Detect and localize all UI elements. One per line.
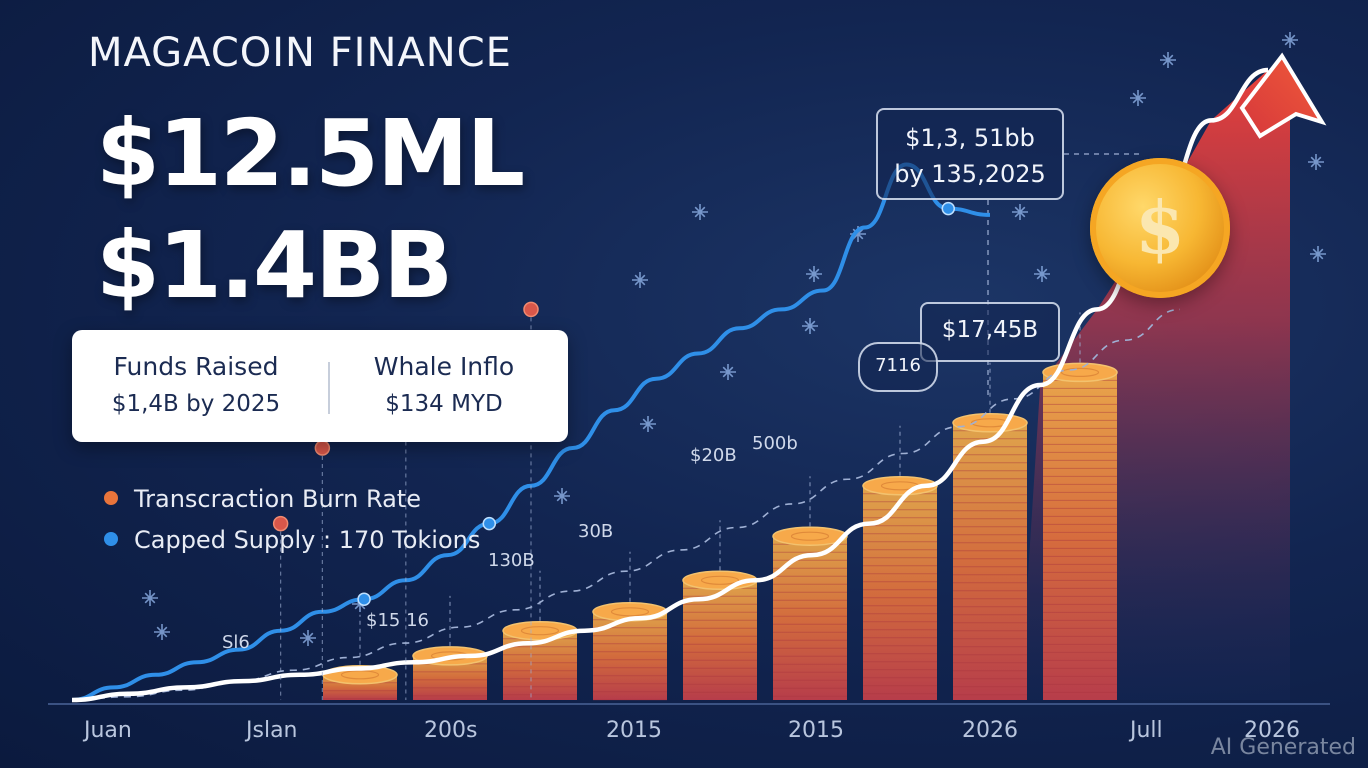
supply-marker (357, 592, 371, 606)
star-icon (1130, 90, 1146, 106)
whale-inflow-value: $134 MYD (385, 391, 503, 417)
whale-inflow-title: Whale Inflo (373, 352, 515, 381)
ai-generated-watermark: AI Generated (1210, 735, 1356, 760)
callout-top: $1,3, 51bb by 135,2025 (876, 108, 1064, 200)
callout-top-line2: by 135,2025 (894, 160, 1046, 188)
callout-top-line1: $1,3, 51bb (905, 124, 1035, 152)
legend-label: Capped Supply : 170 Tokions (134, 526, 481, 554)
star-icon (554, 488, 570, 504)
legend-dot-orange-icon (104, 491, 118, 505)
star-icon (1012, 204, 1028, 220)
supply-marker (482, 516, 497, 531)
headline-secondary: $1.4BB (96, 212, 453, 319)
coin-stack (952, 413, 1028, 700)
x-tick-label: 2026 (962, 718, 1018, 743)
drop-lines (359, 153, 1140, 665)
burn-rate-marker (523, 301, 539, 318)
stats-card: Funds Raised $1,4B by 2025 Whale Inflo $… (72, 330, 568, 442)
funds-raised-title: Funds Raised (113, 352, 279, 381)
legend-capped-supply: Capped Supply : 170 Tokions (104, 526, 480, 554)
coin-stack (862, 476, 938, 700)
legend-burn-rate: Transcraction Burn Rate (104, 485, 421, 513)
star-icon (692, 204, 708, 220)
x-tick-label: Jslan (246, 718, 298, 743)
legend-dot-blue-icon (104, 532, 118, 546)
coin-stack (1042, 362, 1118, 700)
star-icon (640, 416, 656, 432)
annotation-label: 30B (578, 521, 614, 542)
coin-stack (772, 526, 848, 700)
star-icon (1310, 246, 1326, 262)
coin-stacks (322, 362, 1118, 701)
capped-supply-line (71, 162, 991, 702)
dashed-trend-line (71, 308, 1181, 701)
star-icon (802, 318, 818, 334)
funds-raised-block: Funds Raised $1,4B by 2025 (72, 352, 320, 417)
star-icon (300, 630, 316, 646)
star-decorations (142, 32, 1326, 646)
x-tick-label: 2015 (788, 718, 844, 743)
star-icon (806, 266, 822, 282)
growth-curve (71, 67, 1269, 703)
burn-rate-marker (314, 440, 331, 456)
legend-label: Transcraction Burn Rate (134, 485, 421, 513)
annotation-label: $20B (690, 445, 737, 466)
funds-raised-value: $1,4B by 2025 (111, 391, 281, 417)
star-icon (1282, 32, 1298, 48)
star-icon (1308, 154, 1324, 170)
whale-inflow-block: Whale Inflo $134 MYD (320, 352, 568, 417)
card-divider (328, 362, 330, 414)
star-icon (850, 226, 866, 242)
x-tick-label: 2015 (606, 718, 662, 743)
star-icon (1034, 266, 1050, 282)
star-icon (1160, 52, 1176, 68)
burn-rate-marker (272, 515, 289, 532)
star-icon (142, 590, 158, 606)
arrow-head (1239, 52, 1327, 139)
supply-marker (941, 201, 956, 216)
callout-small: 7116 (858, 342, 938, 392)
headline-primary: $12.5ML (96, 100, 525, 207)
star-icon (720, 364, 736, 380)
annotation-label: Sl6 (222, 632, 250, 653)
dollar-coin-icon: $ (1090, 158, 1230, 298)
coin-stack (682, 570, 758, 700)
star-icon (632, 272, 648, 288)
annotation-label: 500b (752, 433, 798, 454)
callout-mid: $17,45B (920, 302, 1060, 362)
x-tick-label: 200s (424, 718, 478, 743)
star-icon (154, 624, 170, 640)
x-tick-label: Juan (84, 718, 132, 743)
annotation-label: $15 16 (366, 610, 429, 631)
brand-title: MAGACOIN FINANCE (88, 30, 512, 76)
x-tick-label: 2026 (1244, 718, 1300, 743)
annotation-label: 130B (488, 550, 535, 571)
x-tick-label: Jull (1130, 718, 1163, 743)
